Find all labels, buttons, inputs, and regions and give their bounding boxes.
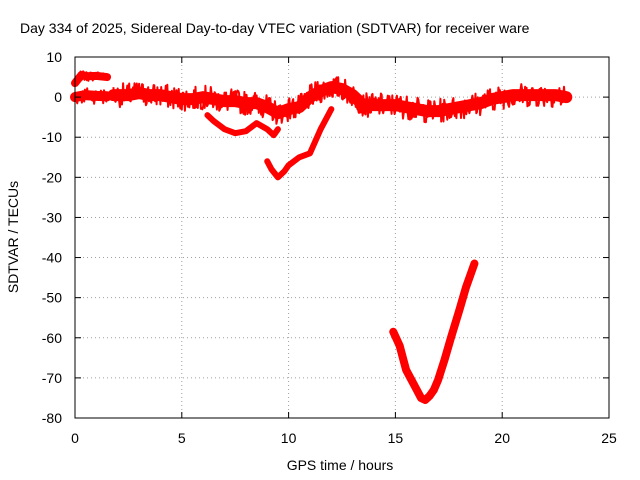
x-tick-label: 15	[388, 430, 404, 446]
series-samples	[392, 262, 476, 402]
series-samples	[266, 108, 333, 179]
series-segment-3	[107, 76, 573, 125]
y-tick-label: -30	[42, 209, 62, 225]
y-axis-label: SDTVAR / TECUs	[5, 181, 21, 293]
y-tick-label: 0	[54, 89, 62, 105]
y-tick-label: 10	[46, 49, 62, 65]
series-segment-1	[70, 70, 112, 88]
plot-frame	[74, 56, 610, 419]
data-series	[69, 70, 573, 404]
series-samples	[74, 70, 108, 86]
chart-title: Day 334 of 2025, Sidereal Day-to-day VTE…	[20, 20, 530, 36]
y-tick-label: -60	[42, 330, 62, 346]
y-tick-label: -40	[42, 250, 62, 266]
plot-axes	[74, 56, 610, 419]
y-tick-label: -70	[42, 370, 62, 386]
series-samples	[74, 87, 108, 105]
y-tick-label: -80	[42, 410, 62, 426]
series-segment-5	[264, 106, 335, 181]
x-tick-label: 0	[71, 430, 79, 446]
y-tick-label: -10	[42, 129, 62, 145]
x-tick-label: 25	[601, 430, 617, 446]
series-samples	[112, 76, 568, 125]
y-tick-label: -20	[42, 169, 62, 185]
x-tick-label: 10	[281, 430, 297, 446]
x-tick-label: 5	[178, 430, 186, 446]
x-axis-label: GPS time / hours	[287, 457, 394, 473]
y-tick-label: -50	[42, 290, 62, 306]
series-segment-2	[69, 87, 113, 105]
x-tick-label: 20	[494, 430, 510, 446]
series-samples	[206, 113, 279, 137]
series-segment-4	[204, 112, 281, 139]
tick-labels: 0 5 10 15 20 25 -80 -70 -60 -50 -40 -30 -20 -10 0 10	[42, 49, 617, 446]
series-segment-6	[389, 259, 479, 404]
